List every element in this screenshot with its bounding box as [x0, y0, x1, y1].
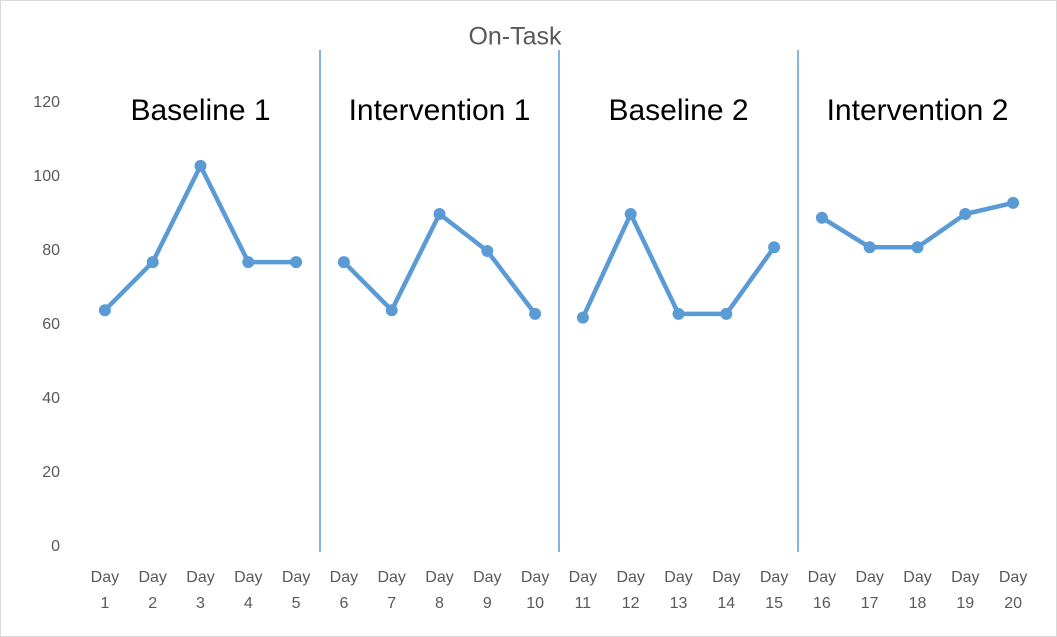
data-point [959, 208, 972, 220]
data-point [433, 208, 446, 220]
data-point [624, 208, 637, 220]
phase-label: Baseline 1 [130, 94, 270, 127]
x-tick-label: Day 20 [998, 569, 1028, 612]
data-point [863, 241, 876, 254]
x-tick-label: Day 3 [186, 569, 215, 612]
x-tick-label: Day 4 [234, 569, 263, 612]
x-tick-label: Day 17 [855, 569, 884, 612]
x-tick-label: Day 9 [473, 569, 502, 612]
data-point [911, 241, 924, 254]
data-point [242, 256, 255, 269]
y-tick-label: 100 [33, 168, 60, 185]
y-tick-label: 40 [42, 390, 60, 407]
data-point [385, 304, 398, 317]
x-tick-label: Day 7 [377, 569, 406, 612]
data-point [290, 256, 303, 269]
y-tick-label: 60 [42, 316, 60, 333]
x-tick-label: Day 15 [759, 569, 789, 612]
x-tick-label: Day 6 [329, 569, 359, 612]
phase-label: Intervention 1 [349, 94, 531, 127]
y-tick-label: 20 [42, 464, 60, 481]
x-tick-label: Day 5 [281, 569, 311, 612]
y-tick-label: 120 [33, 94, 60, 111]
data-point [815, 211, 828, 224]
data-point [529, 307, 542, 320]
x-tick-label: Day 1 [90, 569, 120, 612]
x-tick-label: Day 12 [616, 569, 645, 612]
x-tick-label: Day 14 [712, 569, 741, 612]
data-point [98, 304, 111, 317]
data-point [768, 241, 781, 254]
data-point [337, 256, 350, 269]
data-point [481, 245, 494, 257]
data-point [576, 311, 589, 324]
x-tick-label: Day 13 [664, 569, 693, 612]
x-tick-label: Day 8 [425, 569, 454, 612]
data-point [672, 307, 685, 320]
y-tick-label: 80 [42, 242, 60, 259]
x-tick-label: Day 11 [568, 569, 598, 612]
x-tick-label: Day 10 [520, 569, 550, 612]
x-tick-label: Day 19 [951, 569, 980, 612]
x-tick-label: Day 18 [903, 569, 932, 612]
data-point [146, 256, 159, 269]
chart-title: On-Task [468, 23, 562, 51]
data-point [720, 307, 733, 320]
x-tick-label: Day 2 [138, 569, 167, 612]
phase-label: Baseline 2 [608, 94, 748, 127]
data-point [194, 159, 207, 172]
phase-label: Intervention 2 [827, 94, 1009, 127]
data-point [1007, 196, 1020, 209]
x-tick-label: Day 16 [807, 569, 837, 612]
y-tick-label: 0 [51, 538, 60, 555]
